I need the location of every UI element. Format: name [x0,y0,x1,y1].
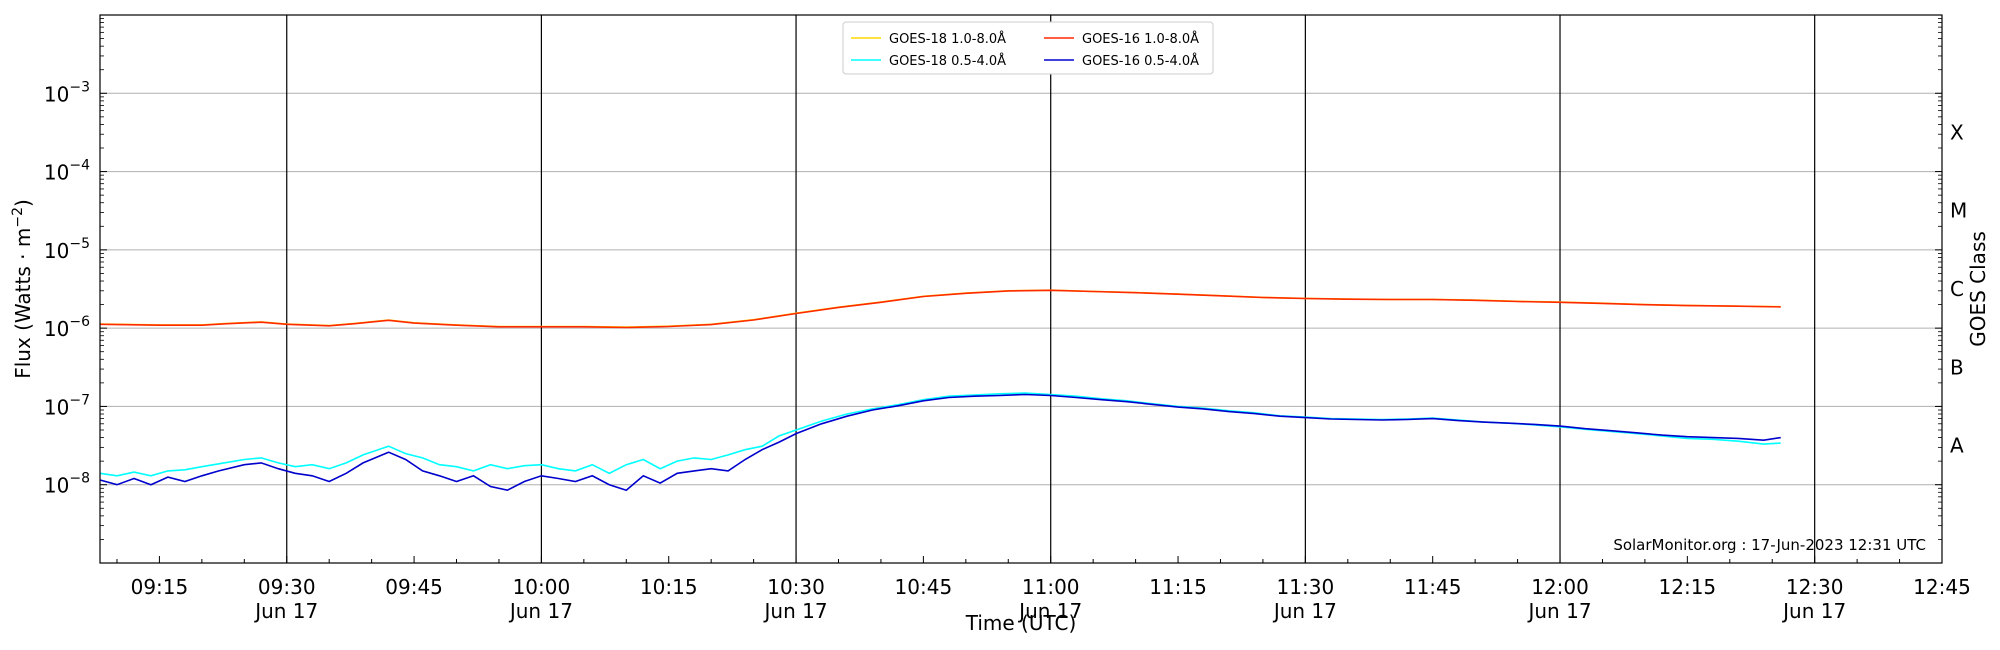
y-tick-base: 10 [44,161,69,185]
series-line [99,392,1781,477]
x-tick-label: 11:00 [1022,575,1080,599]
y-tick-base: 10 [44,317,69,341]
x-tick-label: 11:30 [1277,575,1335,599]
series-lines [99,289,1781,492]
plot-frame [99,14,1943,564]
x-tick-date-label: Jun 17 [1017,599,1082,623]
legend-items: GOES-18 1.0-8.0Å GOES-18 0.5-4.0Å GOES-16 … [851,31,1199,69]
y-tick-base: 10 [44,239,69,263]
y-tick-exponent: −6 [69,314,90,330]
legend-label: GOES-16 1.0-8.0Å [1082,31,1199,47]
x-tick-label: 11:15 [1149,575,1207,599]
y-axis-title-close: ) [11,199,35,207]
y-tick-label: 10−6 [44,314,90,341]
x-tick-label: 11:45 [1404,575,1462,599]
series-line [99,289,1781,329]
x-tick-label: 12:45 [1913,575,1971,599]
y-axis-title-exponent: −2 [10,207,26,228]
grid-lines [100,15,1942,563]
x-tick-label: 09:15 [131,575,189,599]
x-axis-title: Time (UTC) [965,611,1077,635]
goes-class-label: A [1950,434,1964,458]
x-tick-date-label: Jun 17 [763,599,828,623]
y-tick-exponent: −7 [69,392,90,408]
legend-label: GOES-18 1.0-8.0Å [889,31,1006,47]
y-tick-labels: 10−810−710−610−510−410−3 [44,79,90,497]
y-axis-title: Flux (Watts · m−2) [10,199,35,379]
y-tick-label: 10−3 [44,79,90,106]
legend-box [842,21,1214,75]
x-tick-date-label: Jun 17 [253,599,318,623]
x-tick-date-label: Jun 17 [1781,599,1846,623]
y-tick-label: 10−4 [44,158,90,185]
y-tick-base: 10 [44,474,69,498]
x-tick-label: 10:30 [767,575,825,599]
x-tick-label: 10:00 [513,575,571,599]
y-tick-base: 10 [44,82,69,106]
x-tick-date-label: Jun 17 [1526,599,1591,623]
y-tick-exponent: −4 [69,158,90,174]
x-tick-label: 12:15 [1659,575,1717,599]
x-tick-label: 12:00 [1531,575,1589,599]
y-tick-exponent: −5 [69,236,90,252]
x-tick-label: 09:30 [258,575,316,599]
axis-ticks [100,14,1943,564]
y-tick-exponent: −3 [69,79,90,95]
x-tick-date-label: Jun 17 [508,599,573,623]
goes-class-label: C [1950,277,1964,301]
y-tick-exponent: −8 [69,471,90,487]
goes-class-label: B [1950,355,1964,379]
goes-class-label: X [1950,120,1964,144]
credit-text: SolarMonitor.org : 17-Jun-2023 12:31 UTC [1613,536,1926,554]
goes-class-axis-title: GOES Class [1966,231,1990,347]
series-line [99,393,1781,492]
legend-label: GOES-18 0.5-4.0Å [889,53,1006,69]
x-tick-label: 10:45 [895,575,953,599]
goes-class-label: M [1950,199,1967,223]
y-tick-label: 10−8 [44,471,90,498]
x-tick-label: 09:45 [385,575,443,599]
y-tick-base: 10 [44,395,69,419]
legend-label: GOES-16 0.5-4.0Å [1082,53,1199,69]
y-tick-label: 10−7 [44,392,90,419]
x-tick-label: 12:30 [1786,575,1844,599]
legend: GOES-18 1.0-8.0Å GOES-18 0.5-4.0Å GOES-16 … [842,21,1214,75]
x-tick-date-label: Jun 17 [1272,599,1337,623]
y-axis-title-text: Flux (Watts · m [11,228,35,379]
y-tick-label: 10−5 [44,236,90,263]
x-tick-label: 10:15 [640,575,698,599]
goes-class-labels: A B C M X [1950,120,1967,457]
